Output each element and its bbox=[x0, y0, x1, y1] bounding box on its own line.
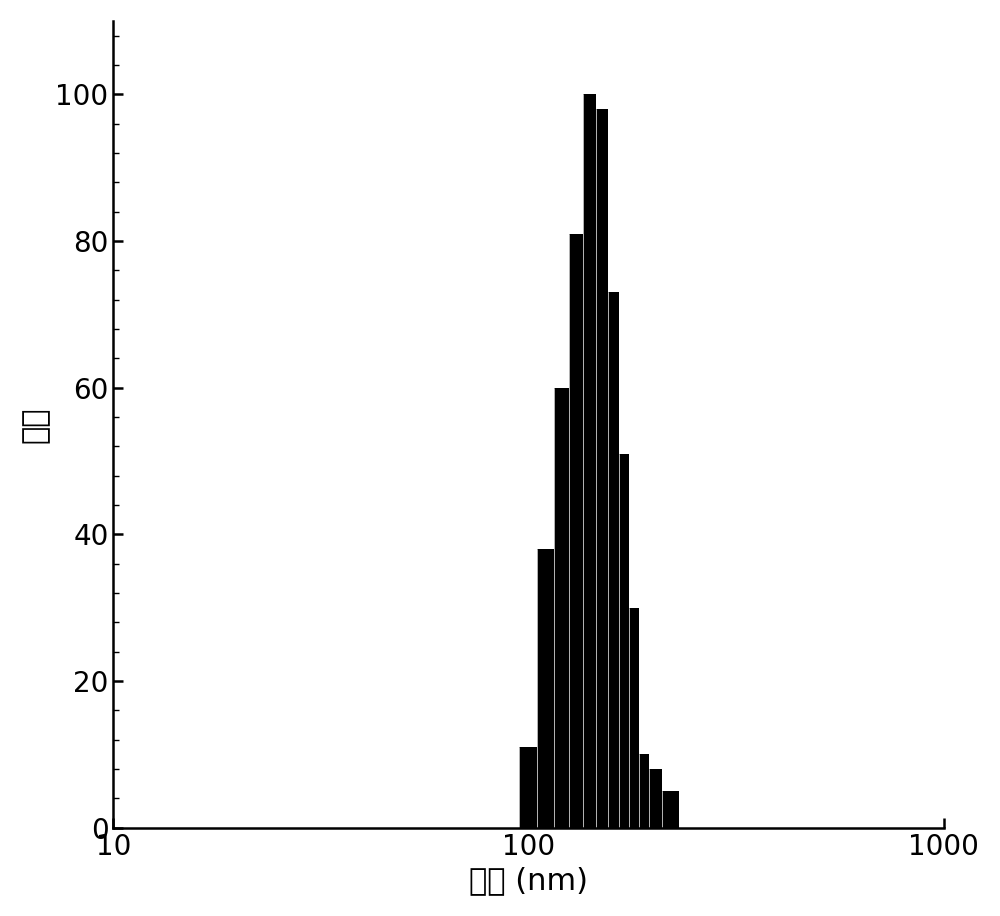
X-axis label: 尺寸 (nm): 尺寸 (nm) bbox=[469, 867, 588, 895]
Y-axis label: 强度: 强度 bbox=[21, 406, 50, 442]
